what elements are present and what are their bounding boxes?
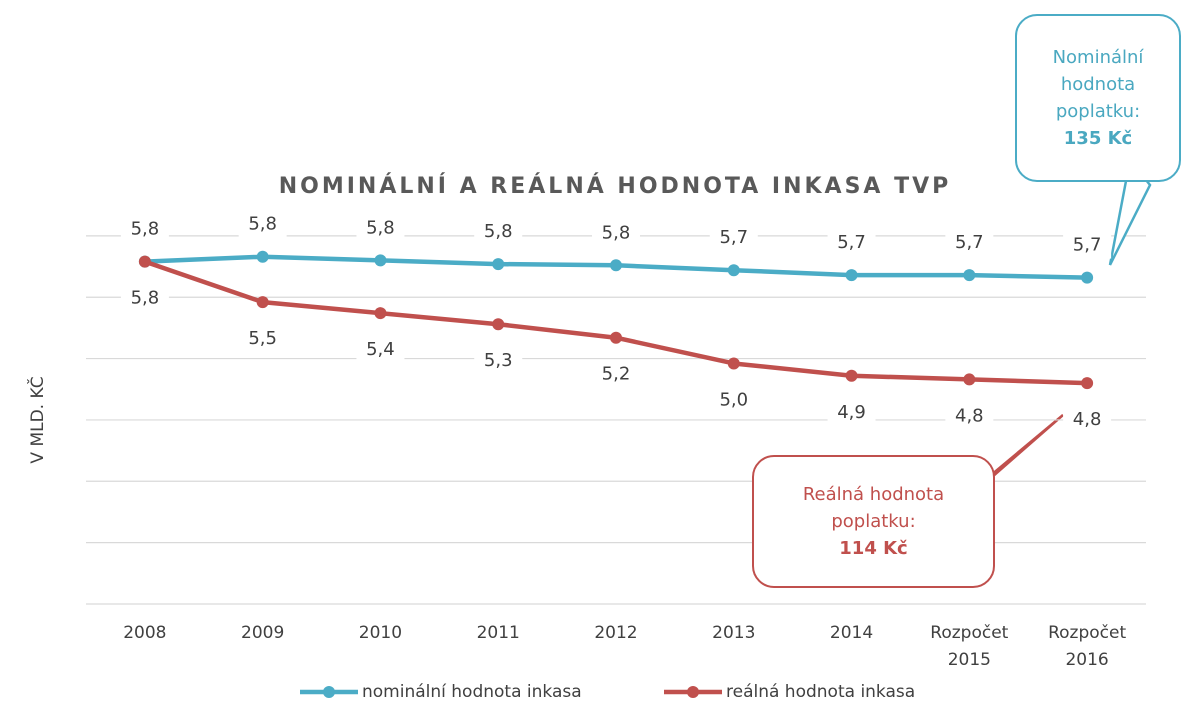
x-tick-label: 2010 (358, 623, 403, 643)
data-point (492, 258, 505, 271)
data-point (256, 296, 269, 309)
label-bg (827, 230, 876, 257)
data-point (374, 307, 387, 320)
legend-label: nominální hodnota inkasa (362, 682, 582, 702)
x-tick-label: 2011 (476, 623, 520, 643)
data-label: 4,8 (1073, 409, 1102, 430)
y-axis-label: V MLD. KČ (26, 376, 48, 463)
data-point (492, 318, 505, 331)
data-label: 5,8 (484, 221, 513, 242)
data-label: 5,4 (366, 339, 395, 360)
label-bg (709, 225, 758, 252)
chart-title: NOMINÁLNÍ A REÁLNÁ HODNOTA INKASA TVP (279, 173, 952, 199)
data-label: 4,8 (955, 405, 984, 426)
x-tick-label: 2014 (829, 623, 874, 643)
callout-text: Reálná hodnota poplatku: (802, 484, 945, 532)
data-label: 5,3 (484, 350, 513, 371)
x-tick-label: Rozpočet 2015 (930, 623, 1009, 670)
label-bg (356, 337, 405, 364)
label-bg (592, 361, 640, 388)
data-label: 5,7 (719, 227, 748, 248)
data-point (610, 259, 622, 272)
label-bg (238, 326, 287, 353)
data-label: 5,7 (955, 232, 984, 253)
data-point (727, 357, 740, 370)
label-bg (945, 230, 994, 257)
label-bg (474, 348, 523, 375)
data-label: 5,7 (1073, 235, 1102, 256)
label-bg (945, 403, 994, 430)
callout-value: 114 Kč (839, 538, 908, 559)
label-bg (827, 399, 876, 426)
data-point (845, 269, 858, 282)
data-point (1081, 377, 1094, 390)
data-label: 5,8 (366, 217, 395, 238)
x-tick-label: 2012 (594, 623, 638, 643)
data-point (610, 331, 622, 344)
data-point (963, 373, 976, 386)
data-point (963, 269, 976, 282)
data-label: 5,7 (837, 232, 866, 253)
label-bg (474, 219, 523, 246)
callout: Nominální hodnota poplatku: 135 Kč (1015, 14, 1181, 182)
legend-marker (687, 686, 699, 698)
data-label: 5,0 (719, 389, 748, 410)
label-bg (1063, 407, 1112, 434)
legend-label: reálná hodnota inkasa (726, 682, 915, 702)
label-bg (1063, 232, 1112, 259)
data-point (1081, 271, 1094, 284)
data-point (256, 250, 269, 263)
label-bg (238, 211, 287, 238)
label-bg (356, 215, 405, 242)
data-label: 5,8 (248, 214, 277, 235)
label-bg (120, 216, 169, 243)
x-tick-label: Rozpočet 2016 (1048, 623, 1127, 670)
callout-text: Nominální hodnota poplatku: (1052, 47, 1144, 122)
data-point (138, 255, 151, 268)
data-point (374, 254, 387, 267)
label-bg (592, 220, 640, 247)
data-point (727, 264, 740, 277)
data-label: 5,8 (131, 288, 160, 309)
callout: Reálná hodnota poplatku: 114 Kč (752, 455, 995, 588)
data-label: 5,2 (602, 364, 631, 385)
x-tick-label: 2009 (241, 623, 285, 643)
data-label: 5,8 (131, 219, 160, 240)
data-label: 5,8 (602, 222, 631, 243)
x-tick-label: 2008 (123, 623, 167, 643)
callout-value: 135 Kč (1063, 128, 1133, 149)
data-label: 5,5 (248, 328, 277, 349)
legend-marker (323, 686, 335, 698)
label-bg (120, 285, 169, 312)
data-point (845, 369, 858, 382)
x-tick-label: 2013 (712, 623, 756, 643)
data-label: 4,9 (837, 402, 866, 423)
label-bg (709, 387, 758, 414)
